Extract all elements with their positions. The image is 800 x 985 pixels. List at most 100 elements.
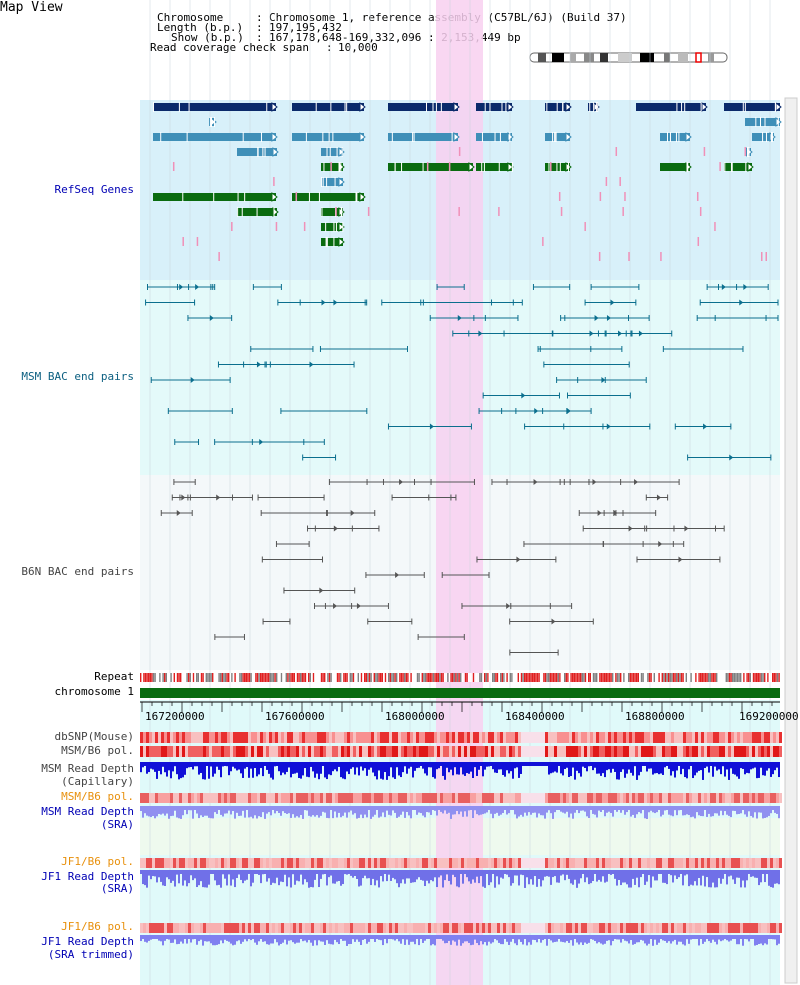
vertical-scrollbar[interactable] [784, 97, 798, 984]
heat-cell [557, 746, 560, 757]
heat-cell [734, 746, 737, 757]
repeat-mark [341, 673, 343, 682]
heat-cell [404, 793, 407, 803]
depth-bar [244, 806, 246, 818]
depth-bar [716, 806, 718, 814]
repeat-mark [224, 673, 227, 682]
heat-cell [248, 858, 251, 868]
gene-arrow [453, 131, 460, 143]
depth-bar [684, 806, 686, 816]
heat-cell [632, 858, 635, 868]
depth-bar [234, 935, 236, 945]
heat-cell [722, 793, 725, 803]
depth-bar [708, 806, 710, 814]
depth-bar [304, 762, 306, 769]
heat-cell [194, 732, 197, 743]
repeat-mark [506, 673, 508, 682]
heat-cell [227, 746, 230, 757]
heat-cell [182, 923, 185, 933]
depth-bar [340, 806, 342, 818]
depth-bar [518, 762, 520, 778]
depth-bar [348, 762, 350, 775]
heat-cell [302, 732, 305, 743]
depth-bar [726, 870, 728, 885]
depth-bar [520, 870, 522, 875]
repeat-mark [314, 673, 316, 682]
heat-cell [446, 793, 449, 803]
heat-cell [674, 746, 677, 757]
heat-cell [200, 923, 203, 933]
heat-cell [359, 923, 362, 933]
depth-bar [216, 762, 218, 767]
depth-bar [346, 762, 348, 772]
depth-bar [316, 935, 318, 946]
depth-bar [182, 935, 184, 944]
heat-cell [302, 923, 305, 933]
repeat-mark [237, 673, 239, 682]
heat-cell [449, 923, 452, 933]
repeat-mark [764, 673, 766, 682]
heat-cell [419, 858, 422, 868]
depth-bar [166, 762, 168, 777]
repeat-mark [248, 673, 251, 682]
gene-exon-gap [178, 102, 180, 112]
heat-cell [173, 746, 176, 757]
repeat-mark [664, 673, 667, 682]
repeat-mark [394, 673, 396, 682]
depth-bar [218, 806, 220, 810]
chromosome-ideogram[interactable] [528, 51, 730, 65]
heat-cell [467, 793, 470, 803]
depth-bar [656, 935, 658, 945]
heat-cell [512, 746, 515, 757]
depth-bar [408, 935, 410, 945]
depth-bar [442, 806, 444, 814]
depth-bar [734, 935, 736, 939]
depth-bar [658, 870, 660, 874]
depth-bar [426, 870, 428, 881]
heat-cell [590, 732, 593, 743]
depth-bar [482, 870, 484, 887]
depth-bar [412, 935, 414, 942]
depth-bar [512, 762, 514, 779]
depth-bar [210, 870, 212, 874]
depth-bar [768, 762, 770, 769]
depth-bar [534, 935, 536, 941]
depth-bar [176, 806, 178, 818]
heat-cell [140, 923, 143, 933]
gene-exon-gap [700, 102, 702, 112]
depth-bar [432, 935, 434, 945]
repeat-mark [455, 673, 457, 682]
heat-cell [233, 923, 236, 933]
depth-bar [368, 806, 370, 810]
heat-cell [500, 858, 503, 868]
heat-cell [707, 732, 710, 743]
depth-bar [392, 935, 394, 940]
heat-cell [536, 793, 539, 803]
heat-cell [305, 923, 308, 933]
heat-cell [671, 793, 674, 803]
depth-bar [178, 762, 180, 780]
gene-exon-gap [334, 177, 336, 187]
depth-bar [362, 935, 364, 940]
bac-arrow [259, 439, 264, 445]
depth-bar [196, 935, 198, 945]
heat-cell [230, 746, 233, 757]
depth-bar [614, 806, 616, 810]
heat-cell [164, 793, 167, 803]
depth-bar [688, 806, 690, 816]
depth-bar [500, 762, 502, 770]
heat-cell [731, 793, 734, 803]
repeat-mark [212, 673, 214, 682]
heat-cell [506, 923, 509, 933]
depth-bar [342, 935, 344, 941]
depth-bar [166, 870, 168, 878]
depth-bar [648, 762, 650, 769]
depth-bar [326, 870, 328, 886]
heat-cell [347, 923, 350, 933]
depth-bar [354, 806, 356, 814]
heat-cell [509, 923, 512, 933]
repeat-mark [167, 673, 169, 682]
depth-bar [436, 762, 438, 770]
depth-bar [464, 762, 466, 776]
